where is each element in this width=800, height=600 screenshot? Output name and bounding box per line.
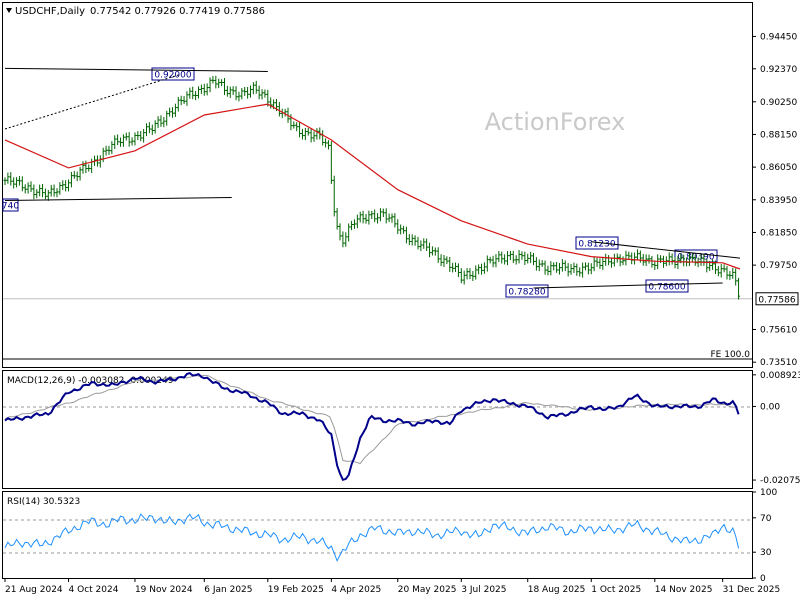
macd-axis-tick-label: -0.020759 [760, 476, 800, 486]
price-axis-tick-label: 0.83950 [760, 196, 797, 206]
level-label-text: 0.78280 [508, 288, 545, 298]
rsi-axis-tick-label: 30 [760, 548, 772, 558]
x-axis-tick-label: 3 Jul 2025 [461, 585, 506, 595]
trendline [4, 67, 268, 72]
rsi-title: RSI(14) 30.5323 [7, 497, 80, 507]
watermark: ActionForex [485, 108, 626, 136]
trendline [4, 196, 232, 202]
price-axis-tick-label: 0.73510 [760, 358, 797, 368]
level-label-78600: 0.78600 [645, 279, 689, 293]
ohlc-readout: 0.77542 0.77926 0.77419 0.77586 [90, 6, 265, 17]
price-axis-tick-label: 0.81850 [760, 228, 797, 238]
trendline [4, 74, 180, 130]
current-price-label: 0.77586 [758, 295, 795, 305]
x-axis-tick-label: 21 Aug 2024 [5, 585, 63, 595]
macd-line [4, 371, 740, 482]
x-axis-tick-label: 1 Oct 2025 [591, 585, 641, 595]
price-axis-tick-label: 0.86050 [760, 163, 797, 173]
price-axis-tick-label: 0.94450 [760, 32, 797, 42]
rsi-axis-tick-label: 100 [760, 488, 777, 498]
current-price-box [755, 292, 799, 306]
price-pane [2, 2, 753, 368]
x-axis-tick-label: 4 Oct 2024 [69, 585, 119, 595]
fe-label: FE 100.0 [711, 350, 751, 360]
trendline [533, 282, 723, 289]
x-axis-tick-label: 14 Nov 2025 [655, 585, 713, 595]
level-label-text: 0.78600 [648, 283, 685, 293]
rsi-axis-tick-label: 70 [760, 514, 772, 524]
x-axis-tick-label: 6 Jan 2025 [204, 585, 252, 595]
collapse-triangle-icon[interactable] [6, 8, 12, 13]
level-label-text: 0.80390 [677, 253, 714, 263]
symbol-label: USDCHF,Daily [15, 6, 85, 17]
x-axis-tick-label: 4 Apr 2025 [331, 585, 381, 595]
price-axis-tick-label: 0.79750 [760, 261, 797, 271]
price-axis-tick-label: 0.75610 [760, 326, 797, 336]
level-label-text: 0.81230 [578, 240, 615, 250]
x-axis-tick-label: 19 Feb 2025 [268, 585, 324, 595]
level-label-text: 0.92000 [154, 71, 191, 81]
trendline [591, 241, 741, 259]
x-axis-tick-label: 18 Aug 2025 [528, 585, 586, 595]
rsi-axis-tick-label: 0 [760, 574, 766, 584]
x-axis-tick-label: 20 May 2025 [398, 585, 457, 595]
price-axis-tick-label: 0.92370 [760, 65, 797, 75]
level-label-81230: 0.81230 [575, 236, 619, 250]
rsi-pane [2, 491, 753, 579]
moving-average-line [4, 103, 741, 270]
level-label-78280: 0.78280 [505, 284, 549, 298]
level-label-740: 740 [2, 198, 19, 212]
macd-axis-tick-label: 0.00 [760, 402, 780, 412]
macd-pane [2, 370, 753, 489]
price-axis-tick-label: 0.88150 [760, 130, 797, 140]
x-axis-tick-label: 31 Dec 2025 [723, 585, 781, 595]
price-axis-tick-label: 0.90250 [760, 98, 797, 108]
level-label-text: 740 [2, 202, 19, 212]
chart-dynamic-layer: 0.94450 0.92370 0.90250 0.88150 0.86050 0.839… [3, 32, 800, 595]
macd-title: MACD(12,26,9) -0.003082 -0.000249 [7, 376, 174, 386]
x-axis-tick-label: 19 Nov 2024 [135, 585, 193, 595]
macd-axis-tick-label: 0.008923 [760, 371, 800, 381]
rsi-line [4, 513, 740, 563]
level-label-92000: 0.92000 [151, 67, 195, 81]
